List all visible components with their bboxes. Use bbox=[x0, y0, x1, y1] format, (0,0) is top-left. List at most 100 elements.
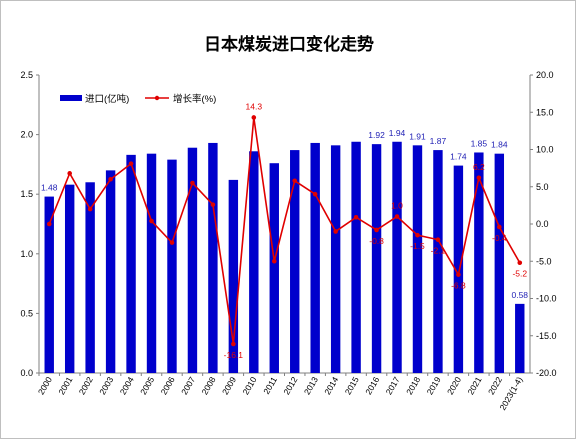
right-tick-label: 0.0 bbox=[536, 219, 549, 229]
x-tick-label: 2015 bbox=[343, 375, 361, 397]
x-tick-label: 2011 bbox=[261, 375, 279, 396]
x-tick-label: 2018 bbox=[404, 375, 422, 397]
growth-value-label: 1.0 bbox=[391, 201, 403, 211]
growth-point bbox=[415, 232, 420, 238]
bar bbox=[290, 150, 300, 373]
growth-point bbox=[87, 206, 93, 212]
bar-value-label: 1.94 bbox=[389, 128, 406, 138]
growth-point bbox=[353, 214, 359, 220]
bar-value-label: 1.91 bbox=[409, 131, 426, 141]
growth-point bbox=[497, 224, 502, 230]
x-tick-label: 2012 bbox=[281, 375, 299, 397]
growth-point bbox=[456, 272, 461, 277]
bar bbox=[494, 153, 505, 373]
left-tick-label: 2.0 bbox=[20, 130, 33, 140]
right-tick-label: -20.0 bbox=[536, 368, 557, 378]
bar bbox=[392, 141, 402, 373]
bar bbox=[228, 179, 239, 373]
right-tick-label: -15.0 bbox=[536, 331, 557, 341]
bar-value-label: 1.48 bbox=[41, 183, 58, 193]
growth-point bbox=[149, 218, 154, 224]
growth-value-label: 6.2 bbox=[473, 162, 485, 172]
bar bbox=[371, 144, 382, 373]
growth-point bbox=[476, 175, 482, 181]
x-tick-label: 2003 bbox=[97, 375, 115, 397]
x-tick-label: 2019 bbox=[425, 375, 443, 397]
x-tick-label: 2021 bbox=[465, 375, 483, 397]
bar-value-label: 0.58 bbox=[511, 290, 528, 300]
bar bbox=[453, 165, 464, 373]
growth-value-label: 14.3 bbox=[246, 101, 263, 111]
bar-value-label: 1.74 bbox=[450, 152, 467, 162]
growth-point bbox=[169, 240, 175, 245]
right-tick-label: -5.0 bbox=[536, 256, 552, 266]
growth-value-label: -0.8 bbox=[369, 236, 384, 246]
growth-point bbox=[333, 229, 338, 234]
growth-point bbox=[374, 227, 379, 233]
left-tick-label: 0.5 bbox=[20, 308, 33, 318]
left-tick-label: 0.0 bbox=[20, 368, 33, 378]
bar bbox=[126, 154, 136, 373]
growth-point bbox=[231, 341, 236, 347]
legend-label-imports: 进口(亿吨) bbox=[85, 93, 129, 105]
x-tick-label: 2010 bbox=[240, 375, 258, 397]
growth-value-label: -0.4 bbox=[492, 233, 507, 243]
bar bbox=[330, 145, 341, 373]
right-tick-label: 10.0 bbox=[536, 145, 554, 155]
growth-value-label: -2.1 bbox=[431, 246, 446, 256]
left-tick-label: 1.5 bbox=[20, 189, 33, 199]
growth-point bbox=[190, 180, 195, 186]
growth-point bbox=[251, 115, 257, 120]
bar bbox=[208, 142, 218, 373]
x-tick-label: 2006 bbox=[159, 375, 177, 397]
x-tick-label: 2020 bbox=[445, 375, 463, 397]
x-tick-label: 2005 bbox=[138, 375, 156, 397]
growth-point bbox=[435, 237, 441, 242]
bar bbox=[433, 150, 443, 373]
x-tick-label: 2001 bbox=[56, 375, 74, 397]
bar bbox=[85, 182, 95, 373]
bar bbox=[515, 303, 525, 373]
x-tick-label: 2013 bbox=[302, 375, 320, 397]
growth-value-label: -5.2 bbox=[512, 269, 527, 279]
growth-point bbox=[312, 191, 318, 197]
plot-area: 0.0 0.5 1.0 1.5 2.0 2.5 -20.0 -15.0 -10.0 -5.0 0.0… bbox=[20, 70, 556, 412]
bar bbox=[412, 145, 423, 373]
bar-value-label: 1.84 bbox=[491, 140, 508, 150]
growth-point bbox=[210, 202, 216, 207]
x-tick-label: 2000 bbox=[36, 375, 54, 397]
bar bbox=[105, 170, 116, 373]
bar bbox=[351, 141, 361, 373]
legend-label-growth: 增长率(%) bbox=[173, 93, 216, 105]
legend: 进口(亿吨) 增长率(%) bbox=[60, 93, 216, 105]
bar-value-label: 1.87 bbox=[430, 136, 447, 146]
legend-swatch-imports bbox=[60, 95, 82, 101]
right-tick-label: 5.0 bbox=[536, 182, 549, 192]
right-tick-label: -10.0 bbox=[536, 294, 557, 304]
x-tick-label: 2016 bbox=[363, 375, 381, 397]
right-tick-label: 15.0 bbox=[536, 107, 554, 117]
growth-point bbox=[67, 171, 72, 176]
bar bbox=[187, 147, 198, 373]
growth-point bbox=[271, 258, 277, 264]
x-tick-label: 2007 bbox=[179, 375, 197, 397]
legend-marker-growth bbox=[154, 95, 160, 101]
bar bbox=[310, 142, 320, 373]
bar bbox=[269, 163, 279, 373]
growth-point bbox=[46, 221, 52, 227]
left-tick-label: 2.5 bbox=[20, 70, 33, 80]
x-tick-label: 2014 bbox=[322, 375, 340, 397]
bar bbox=[474, 152, 484, 373]
growth-value-label: -6.8 bbox=[451, 281, 466, 291]
growth-value-label: -16.1 bbox=[224, 350, 244, 360]
growth-line bbox=[48, 117, 521, 345]
x-tick-label: 2002 bbox=[77, 375, 95, 397]
bar bbox=[146, 153, 157, 373]
growth-point bbox=[108, 177, 113, 182]
growth-point bbox=[394, 214, 400, 219]
x-tick-label: 2017 bbox=[384, 375, 402, 397]
bar-value-label: 1.85 bbox=[471, 138, 488, 148]
bar-value-label: 1.92 bbox=[368, 130, 385, 140]
